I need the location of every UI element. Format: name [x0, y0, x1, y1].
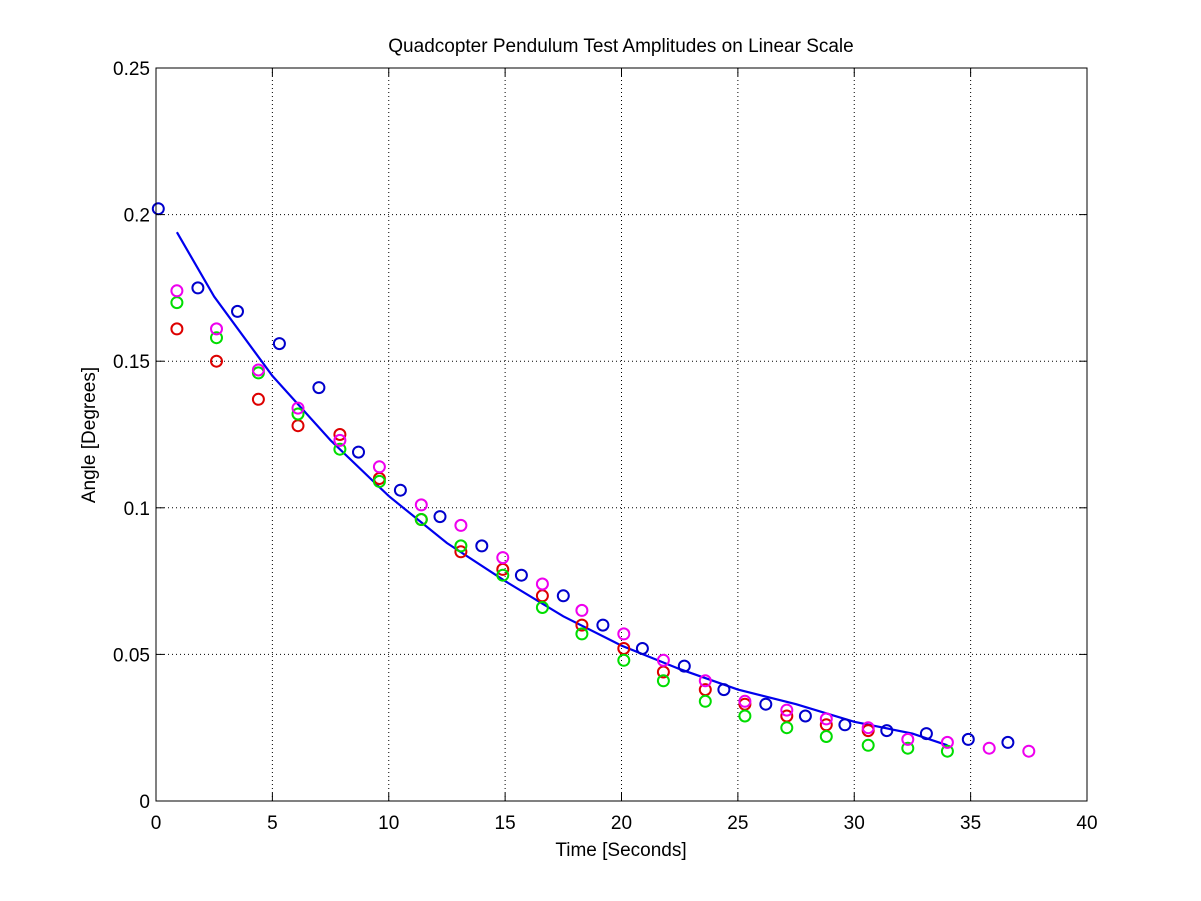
data-point-series-3	[901, 741, 915, 755]
data-point-series-4	[940, 735, 954, 749]
data-point-series-1	[1001, 735, 1015, 749]
y-tick-label: 0.05	[113, 645, 150, 666]
data-point-series-4	[901, 732, 915, 746]
data-point-series-1	[880, 724, 894, 738]
x-tick-label: 35	[960, 813, 981, 834]
data-point-series-4	[414, 498, 428, 512]
x-tick-label: 20	[611, 813, 632, 834]
data-point-series-1	[514, 568, 528, 582]
chart-title: Quadcopter Pendulum Test Amplitudes on L…	[388, 36, 853, 57]
data-point-series-3	[656, 674, 670, 688]
x-tick-label: 5	[267, 813, 278, 834]
data-point-series-3	[819, 730, 833, 743]
data-point-series-4	[333, 433, 347, 447]
data-point-series-2	[210, 354, 223, 368]
data-point-series-1	[961, 732, 975, 746]
data-point-series-1	[352, 445, 365, 459]
data-point-series-1	[151, 202, 165, 216]
data-point-series-1	[231, 304, 244, 318]
data-point-series-1	[556, 589, 570, 603]
data-point-series-1	[433, 510, 447, 524]
data-point-series-4	[372, 460, 386, 474]
data-point-series-3	[210, 331, 223, 345]
data-point-series-1	[838, 718, 852, 732]
data-point-series-2	[170, 322, 184, 336]
data-point-series-3	[496, 568, 510, 582]
y-axis-label: Angle [Degrees]	[79, 367, 100, 503]
y-tick-label: 0.1	[124, 499, 150, 520]
data-point-series-3	[861, 738, 875, 752]
data-point-series-3	[617, 653, 631, 667]
data-point-series-2	[454, 545, 468, 559]
y-tick-label: 0	[139, 792, 150, 813]
grid-lines	[156, 68, 1087, 801]
data-point-series-4	[575, 603, 589, 617]
data-point-series-1	[635, 642, 649, 655]
data-point-series-1	[596, 618, 610, 632]
x-tick-label: 0	[151, 813, 162, 834]
data-point-series-4	[535, 577, 549, 591]
data-point-series-3	[372, 474, 386, 488]
y-tick-label: 0.2	[124, 206, 150, 227]
data-point-series-1	[759, 697, 773, 711]
data-point-series-2	[291, 419, 305, 433]
data-point-series-1	[475, 539, 489, 553]
data-point-series-3	[535, 601, 549, 614]
data-point-series-3	[575, 627, 589, 641]
data-point-series-4	[496, 551, 510, 565]
data-point-series-3	[698, 694, 712, 708]
data-point-series-1	[191, 281, 205, 295]
data-point-series-3	[738, 709, 752, 723]
data-point-series-4	[656, 653, 670, 667]
data-point-series-1	[677, 659, 691, 673]
data-point-series-1	[312, 381, 326, 395]
data-point-series-2	[535, 589, 549, 603]
data-point-series-3	[940, 744, 954, 758]
fit-curve-line	[175, 231, 948, 747]
x-axis-label: Time [Seconds]	[555, 840, 686, 861]
data-point-series-4	[454, 518, 468, 532]
x-tick-label: 10	[378, 813, 399, 834]
data-point-series-1	[393, 483, 407, 497]
data-point-series-4	[698, 674, 712, 688]
data-point-series-4	[617, 627, 631, 641]
x-tick-label: 15	[495, 813, 516, 834]
data-point-series-3	[291, 407, 305, 421]
data-points	[151, 202, 1036, 758]
data-point-series-1	[919, 727, 933, 741]
data-point-series-2	[333, 428, 347, 441]
data-point-series-4	[738, 694, 752, 708]
data-point-series-3	[414, 513, 428, 526]
data-point-series-4	[291, 401, 305, 415]
data-point-series-3	[780, 721, 794, 735]
data-point-series-4	[819, 712, 833, 726]
x-tick-label: 25	[727, 813, 748, 834]
data-point-series-3	[333, 442, 347, 456]
data-point-series-4	[210, 322, 223, 336]
data-point-series-3	[454, 539, 468, 553]
axis-ticks: 0 5 10 15 20 25 30 35 40 0 0.05 0.1 0.15 0.2 0.25	[113, 59, 1098, 834]
data-point-series-4	[251, 363, 265, 377]
x-tick-label: 30	[844, 813, 865, 834]
y-tick-label: 0.25	[113, 59, 150, 80]
plot-frame	[155, 67, 1088, 802]
data-point-series-3	[170, 296, 184, 310]
data-point-series-4	[982, 741, 996, 755]
data-point-series-4	[861, 721, 875, 735]
data-point-series-2	[575, 618, 589, 632]
data-point-series-1	[717, 683, 731, 697]
data-point-series-1	[272, 337, 286, 351]
data-point-series-4	[170, 284, 184, 298]
data-point-series-4	[1022, 744, 1036, 758]
y-tick-label: 0.15	[113, 352, 150, 373]
x-tick-label: 40	[1076, 813, 1097, 834]
data-point-series-1	[798, 709, 812, 723]
data-point-series-4	[780, 703, 794, 717]
fit-curve-group	[175, 231, 948, 747]
data-point-series-2	[251, 392, 265, 406]
